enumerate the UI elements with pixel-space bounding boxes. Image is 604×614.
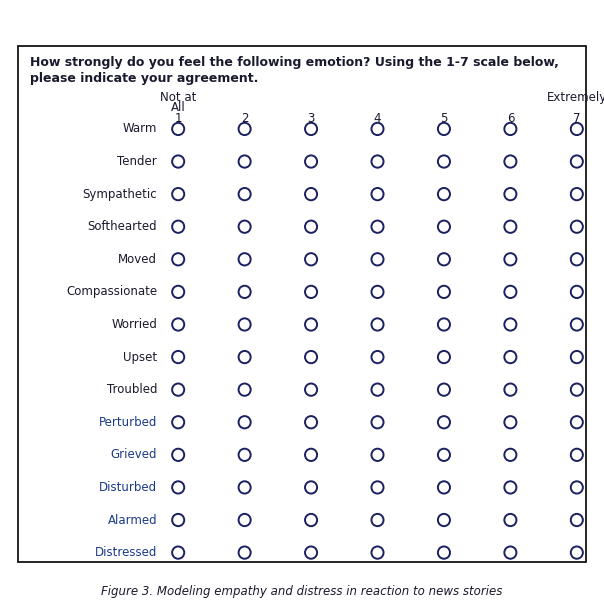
Text: Sympathetic: Sympathetic — [82, 188, 157, 201]
Text: Perturbed: Perturbed — [98, 416, 157, 429]
Text: 4: 4 — [374, 112, 381, 125]
Text: How strongly do you feel the following emotion? Using the 1-7 scale below,: How strongly do you feel the following e… — [30, 56, 559, 69]
Text: Alarmed: Alarmed — [108, 513, 157, 527]
Text: Distressed: Distressed — [95, 546, 157, 559]
Text: Tender: Tender — [117, 155, 157, 168]
Text: 1: 1 — [175, 112, 182, 125]
Text: Worried: Worried — [111, 318, 157, 331]
Text: Not at: Not at — [160, 91, 196, 104]
Text: Figure 3. Modeling empathy and distress in reaction to news stories: Figure 3. Modeling empathy and distress … — [101, 585, 503, 597]
Text: Extremely: Extremely — [547, 91, 604, 104]
Text: Softhearted: Softhearted — [88, 220, 157, 233]
Text: Troubled: Troubled — [106, 383, 157, 396]
Text: Grieved: Grieved — [111, 448, 157, 461]
Text: 7: 7 — [573, 112, 580, 125]
Text: 5: 5 — [440, 112, 448, 125]
Text: 6: 6 — [507, 112, 514, 125]
Text: All: All — [171, 101, 185, 114]
Text: Compassionate: Compassionate — [66, 286, 157, 298]
Text: Disturbed: Disturbed — [99, 481, 157, 494]
Text: Warm: Warm — [123, 122, 157, 136]
Text: please indicate your agreement.: please indicate your agreement. — [30, 72, 259, 85]
Text: Upset: Upset — [123, 351, 157, 363]
Text: 2: 2 — [241, 112, 248, 125]
FancyBboxPatch shape — [18, 46, 586, 562]
Text: Moved: Moved — [118, 253, 157, 266]
Text: 3: 3 — [307, 112, 315, 125]
